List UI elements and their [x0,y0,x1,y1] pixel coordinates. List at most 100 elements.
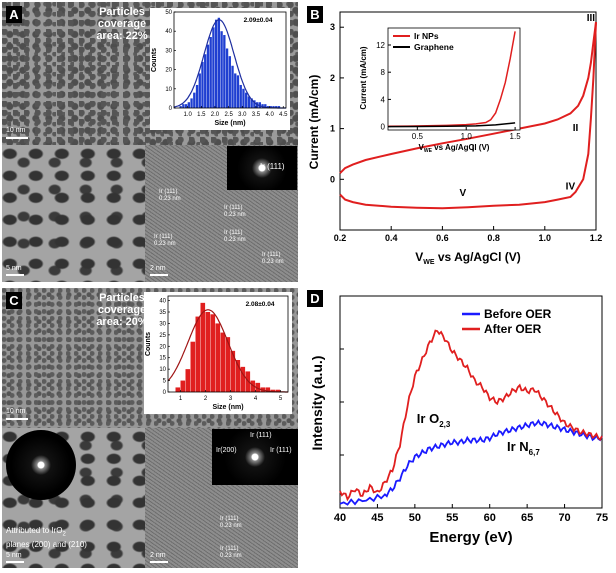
coverage-line-3: area: 22% [96,30,148,42]
x-tick-label: 1.0 [183,112,192,118]
fft-pattern [212,429,298,485]
histogram-bar [236,75,240,108]
coverage-line-1: Particles [99,6,145,18]
attribution-label: Attributed to IrO2 planes (200) and (210… [6,526,87,549]
histogram-bar [223,35,226,108]
y-tick-label: 1 [330,124,335,134]
histogram-bar [175,387,181,392]
x-tick-label: 75 [596,512,608,524]
histogram-bar [277,106,281,108]
panel-a: A Particles coverage area: 22% 10 nm 5 n… [2,2,298,282]
x-tick-label: 4.5 [279,112,288,118]
histogram-bar [190,341,196,392]
x-tick-label: 50 [409,512,421,524]
scalebar [6,561,24,563]
x-tick-label: 40 [334,512,346,524]
histogram-bar [187,102,190,108]
histogram-bar [245,92,248,108]
x-axis-label: Energy (eV) [429,529,512,546]
region-annotation: IV [566,181,576,192]
x-tick-label: 65 [521,512,533,524]
lattice-label: Ir (111) 0.23 nm [224,205,246,218]
y-tick-label: 30 [159,321,166,327]
lattice-label: Ir (111) 0.23 nm [224,230,246,243]
y-tick-label: 10 [159,367,166,373]
scalebar [6,137,28,139]
panel-letter-c: C [6,292,22,309]
histogram-bar [184,104,188,108]
histogram-bar [250,380,256,392]
coverage-line-3: area: 20% [96,316,148,328]
inset-frame [387,27,521,131]
histogram-bar [269,106,272,108]
gaussian-fit-line [167,309,288,393]
fft-label: Ir (111) [270,447,292,454]
legend-label: After OER [484,322,542,336]
histogram-bar [245,371,251,392]
histogram-a: 1.0 1.5 2.0 2.5 3.0 3.5 4.0 4.5 0 10 20 30 40 50 Size … [150,8,290,130]
x-tick-label: 1.5 [197,112,206,118]
histogram-bar [247,96,251,108]
lattice-label: Ir (111) 0.23 nm [154,234,176,247]
region-annotation: I [472,143,475,154]
histogram-bar [235,360,241,392]
inset-x-tick-label: 1.0 [461,132,473,141]
lattice-label: Ir (111) 0.23 nm [220,546,242,559]
histogram-frame [173,11,287,109]
histogram-bar [193,92,196,108]
x-axis-label: VWE vs Ag/AgCl (V) [415,250,521,266]
histogram-bar [182,104,185,108]
scalebar-label: 10 nm [6,408,26,415]
histogram-bar [275,389,281,392]
eels-series-line [339,418,603,506]
mean-annotation: 2.08±0.04 [246,301,275,308]
histogram-bar [234,73,237,108]
region-annotation: III [587,13,596,24]
lattice-label: Ir (111) 0.23 nm [262,252,284,265]
histogram-bar [180,380,186,392]
fft-label: Ir(200) [216,447,237,454]
histogram-bar [255,382,261,392]
scalebar-label: 2 nm [150,552,166,559]
histogram-bar [220,332,226,392]
histogram-bar [190,98,193,108]
fft-pattern [227,146,297,190]
histogram-bar [242,88,245,108]
y-tick-label: 20 [159,344,166,350]
region-annotation: II [573,123,579,134]
histogram-bar [215,323,221,392]
mean-annotation: 2.09±0.04 [244,17,273,24]
scalebar [150,561,168,563]
histogram-bar [195,84,199,108]
lattice-label: Ir (111) 0.23 nm [220,516,242,529]
fft-pattern [6,430,76,500]
panel-letter-d: D [307,290,323,307]
scalebar [6,274,24,276]
histogram-bar [231,65,234,108]
x-tick-label: 3.0 [238,112,247,118]
histogram-frame [167,295,289,393]
inset-y-axis-label: Current (mA/cm) [359,46,368,109]
x-tick-label: 2.5 [224,112,233,118]
y-tick-label: 25 [159,333,166,339]
gaussian-fit-line [173,19,286,109]
x-tick-label: 45 [371,512,383,524]
y-tick-label: 10 [165,87,172,93]
x-tick-label: 1.2 [590,233,603,243]
y-tick-label: 3 [330,22,335,32]
x-tick-label: 4 [254,396,258,402]
x-tick-label: 0.6 [436,233,449,243]
fft-label: Ir (111) [250,432,272,439]
region-annotation: V [460,188,467,199]
x-tick-label: 1.0 [539,233,552,243]
histogram-bar [265,387,271,392]
y-tick-label: 15 [159,356,166,362]
chart-frame [339,11,597,231]
y-tick-label: 5 [163,379,167,385]
histogram-a-svg: 1.0 1.5 2.0 2.5 3.0 3.5 4.0 4.5 0 10 20 30 40 50 Size … [151,10,288,127]
coverage-label: Particles coverage area: 20% [82,292,162,328]
histogram-bar [240,366,246,392]
edge-annotation: Ir O2,3 [417,411,451,429]
